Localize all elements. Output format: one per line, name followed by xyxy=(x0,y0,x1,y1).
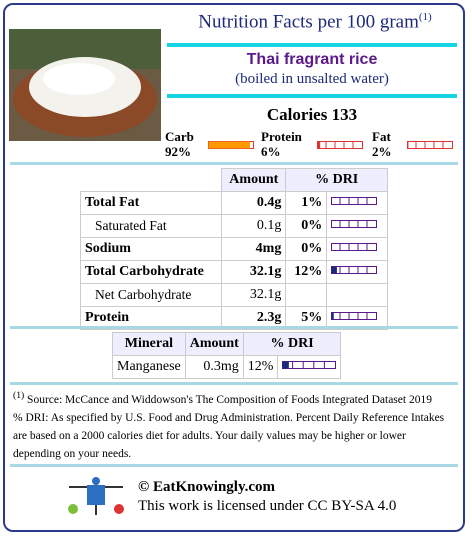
title: Nutrition Facts per 100 gram(1) xyxy=(170,11,460,33)
dri-bar-cell xyxy=(277,355,342,379)
separator xyxy=(10,326,458,329)
dri-text: 0% xyxy=(301,218,323,233)
dri-text: 5% xyxy=(301,310,323,325)
row: Total Fat 0.4g 1% xyxy=(79,191,388,215)
dri: 12% xyxy=(285,260,328,284)
calories: Calories 133 xyxy=(266,105,358,124)
bar-track xyxy=(331,311,378,320)
dri: 1% xyxy=(285,191,328,215)
dri-bar-cell xyxy=(326,260,388,284)
bar-track xyxy=(331,219,378,228)
macro-label: Protein 6% xyxy=(261,129,302,159)
header: Mineral xyxy=(112,332,186,356)
header: Amount xyxy=(184,332,244,356)
dri-bar xyxy=(407,141,453,149)
dri-bar xyxy=(331,196,378,205)
header-row: Amount% DRI xyxy=(81,168,388,192)
nutrient-name: Total Fat xyxy=(79,191,223,215)
dri-note: % DRI: As specified by U.S. Food and Dru… xyxy=(13,411,445,460)
food-image xyxy=(9,29,161,141)
macro-label: Fat 2% xyxy=(372,129,392,159)
macro-label: Carb 92% xyxy=(165,129,194,159)
blank xyxy=(81,169,222,192)
bar-track xyxy=(331,265,378,274)
macro-percent: 6% xyxy=(261,144,281,159)
header: Amount xyxy=(221,168,287,192)
macro-name: Carb xyxy=(165,129,194,144)
dri-bar-cell xyxy=(326,214,388,238)
dri-bar-cell xyxy=(326,283,388,307)
separator xyxy=(10,464,458,467)
macro-percent: 92% xyxy=(165,144,191,159)
amount: 32.1g xyxy=(221,260,287,284)
dri-bar xyxy=(331,219,378,228)
bar-fill xyxy=(407,141,409,149)
bar-fill xyxy=(282,361,290,368)
macro-percent: 2% xyxy=(372,144,392,159)
nutrition-card: Nutrition Facts per 100 gram(1) Thai fra… xyxy=(3,3,465,532)
bar-fill xyxy=(208,141,250,149)
dri-bar xyxy=(331,311,378,320)
header: % DRI xyxy=(285,168,388,192)
dri: 0% xyxy=(285,237,328,261)
dri: 12% xyxy=(242,355,279,379)
dri-bar xyxy=(317,141,363,149)
bar-fill xyxy=(331,266,338,273)
rule xyxy=(167,43,457,47)
bar-fill xyxy=(331,312,334,319)
bar-track xyxy=(407,141,453,149)
nutrient-name: Total Carbohydrate xyxy=(79,260,223,284)
row: Saturated Fat 0.1g 0% xyxy=(79,214,388,238)
food-name: Thai fragrant rice xyxy=(246,51,378,68)
dri: 0% xyxy=(285,214,328,238)
macro-name: Protein xyxy=(261,129,302,144)
footnotes: (1) Source: McCance and Widdowson's The … xyxy=(13,387,455,463)
bar-track xyxy=(331,242,378,251)
row: Manganese 0.3mg 12% xyxy=(112,355,342,379)
title-text: Nutrition Facts per 100 gram xyxy=(198,11,419,33)
amount: 0.4g xyxy=(221,191,287,215)
bar-fill xyxy=(317,141,321,149)
dri-bar xyxy=(208,141,254,149)
dri-bar-cell xyxy=(326,237,388,261)
dri-bar xyxy=(331,265,378,274)
dri-bar xyxy=(282,360,337,369)
dri-bar-cell xyxy=(326,191,388,215)
separator xyxy=(10,382,458,385)
header-row: Mineral Amount% DRI xyxy=(112,332,342,356)
preparation: (boiled in unsalted water) xyxy=(235,71,389,87)
amount: 0.1g xyxy=(221,214,287,238)
dri xyxy=(285,283,328,307)
dri-text: 12% xyxy=(294,264,323,279)
dri-text: 1% xyxy=(301,195,323,210)
source: Source: McCance and Widdowson's The Comp… xyxy=(24,393,432,406)
nutrient-name: Net Carbohydrate xyxy=(79,283,223,307)
macro-name: Fat xyxy=(372,129,391,144)
bar-track xyxy=(317,141,363,149)
amount: 0.3mg xyxy=(184,355,244,379)
row: Net Carbohydrate 32.1g xyxy=(79,283,388,307)
nutrient-name: Sodium xyxy=(79,237,223,261)
mineral-table: Mineral Amount% DRI Manganese 0.3mg 12% xyxy=(112,332,342,379)
dri-bar xyxy=(331,242,378,251)
separator xyxy=(10,162,458,165)
dri-text: 0% xyxy=(301,241,323,256)
bar-track xyxy=(282,360,337,369)
amount: 32.1g xyxy=(221,283,287,307)
license: This work is licensed under CC BY-SA 4.0 xyxy=(138,498,397,514)
site: © EatKnowingly.com xyxy=(138,479,276,495)
nutrient-name: Saturated Fat xyxy=(79,214,223,238)
title-note: (1) xyxy=(418,11,432,23)
row: Sodium 4mg 0% xyxy=(79,237,388,261)
amount: 4mg xyxy=(221,237,287,261)
row: Total Carbohydrate 32.1g 12% xyxy=(79,260,388,284)
rule xyxy=(167,94,457,98)
mineral-name: Manganese xyxy=(112,355,186,379)
bar-track xyxy=(331,196,378,205)
nutrient-table: Amount% DRI Total Fat 0.4g 1% Saturated Fat 0… xyxy=(79,168,388,330)
logo xyxy=(68,477,124,515)
header: % DRI xyxy=(242,332,342,356)
note-mark: (1) xyxy=(13,390,25,401)
